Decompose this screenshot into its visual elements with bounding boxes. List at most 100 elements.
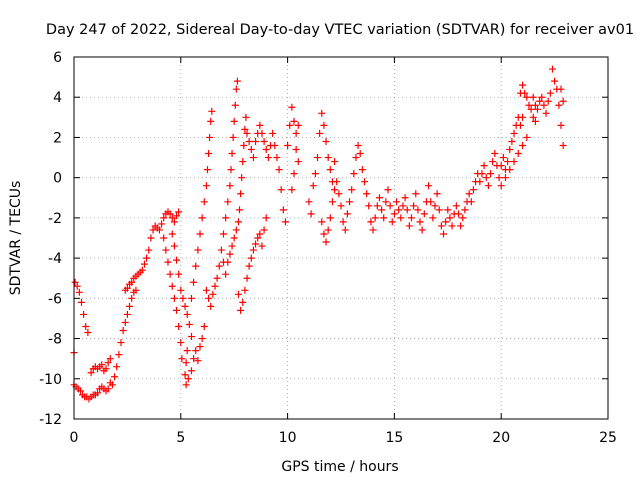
data-point — [198, 335, 206, 343]
data-point — [262, 146, 270, 154]
data-point — [401, 194, 409, 202]
data-point — [234, 290, 242, 298]
data-point — [207, 117, 215, 125]
data-point — [194, 357, 202, 365]
data-point — [227, 166, 235, 174]
data-point — [431, 202, 439, 210]
data-point — [224, 258, 232, 266]
data-point — [461, 206, 469, 214]
x-axis-label: GPS time / hours — [281, 459, 398, 475]
data-point — [341, 226, 349, 234]
data-point — [527, 105, 535, 113]
data-point — [516, 121, 524, 129]
data-point — [222, 270, 230, 278]
data-point — [281, 218, 289, 226]
data-point — [523, 93, 531, 101]
data-point — [190, 278, 198, 286]
data-point — [322, 238, 330, 246]
data-point — [175, 270, 183, 278]
data-point — [182, 359, 190, 367]
data-point — [363, 190, 371, 198]
data-point — [277, 186, 285, 194]
data-point — [403, 206, 411, 214]
data-point — [519, 81, 527, 89]
data-point — [200, 322, 208, 330]
x-tick-label: 25 — [599, 430, 617, 446]
data-point — [418, 226, 426, 234]
plot-frame — [73, 56, 609, 420]
data-point — [390, 210, 398, 218]
data-point — [333, 178, 341, 186]
data-point — [557, 85, 565, 93]
data-point — [143, 254, 151, 262]
data-point — [247, 254, 255, 262]
data-point — [557, 121, 565, 129]
data-point — [230, 234, 238, 242]
data-point — [80, 310, 88, 318]
data-point — [207, 302, 215, 310]
x-tick-label: 20 — [492, 430, 510, 446]
data-point — [238, 174, 246, 182]
data-point — [294, 121, 302, 129]
data-point — [435, 206, 443, 214]
data-point — [228, 150, 236, 158]
data-point — [226, 250, 234, 258]
data-point — [175, 208, 183, 216]
data-point — [320, 230, 328, 238]
data-point — [337, 202, 345, 210]
data-point — [540, 101, 548, 109]
data-point — [459, 214, 467, 222]
data-point — [82, 322, 90, 330]
data-point — [168, 282, 176, 290]
data-point — [369, 226, 377, 234]
data-point — [491, 150, 499, 158]
data-point — [245, 137, 253, 145]
data-point — [202, 286, 210, 294]
y-tick-label: 2 — [53, 130, 62, 146]
data-point — [497, 162, 505, 170]
data-point — [433, 190, 441, 198]
data-point — [84, 329, 92, 337]
data-point — [233, 77, 241, 85]
data-point — [237, 306, 245, 314]
data-point — [177, 286, 185, 294]
data-point — [249, 246, 257, 254]
data-point — [117, 339, 125, 347]
data-point — [240, 141, 248, 149]
data-point — [497, 182, 505, 190]
data-point — [519, 141, 527, 149]
data-point — [230, 117, 238, 125]
data-point — [243, 274, 251, 282]
data-point — [228, 242, 236, 250]
data-point — [260, 137, 268, 145]
data-point — [75, 288, 83, 296]
data-point — [354, 141, 362, 149]
data-point — [386, 202, 394, 210]
data-point — [414, 206, 422, 214]
data-point — [232, 85, 240, 93]
data-point — [126, 302, 134, 310]
data-point — [407, 214, 415, 222]
data-point — [87, 369, 95, 377]
data-point — [425, 182, 433, 190]
data-point — [427, 198, 435, 206]
data-point — [519, 113, 527, 121]
data-point — [360, 178, 368, 186]
data-point — [215, 262, 223, 270]
data-point — [249, 154, 257, 162]
data-point — [480, 162, 488, 170]
chart-title: Day 247 of 2022, Sidereal Day-to-day VTE… — [46, 22, 634, 38]
data-point — [229, 133, 237, 141]
data-point — [222, 214, 230, 222]
data-point — [478, 170, 486, 178]
data-point — [371, 214, 379, 222]
y-tick-label: -8 — [48, 332, 62, 348]
data-point — [531, 101, 539, 109]
data-point — [123, 310, 131, 318]
data-point — [132, 286, 140, 294]
data-point — [506, 166, 514, 174]
data-point — [322, 137, 330, 145]
data-point — [358, 166, 366, 174]
data-point — [168, 230, 176, 238]
data-point — [542, 109, 550, 117]
